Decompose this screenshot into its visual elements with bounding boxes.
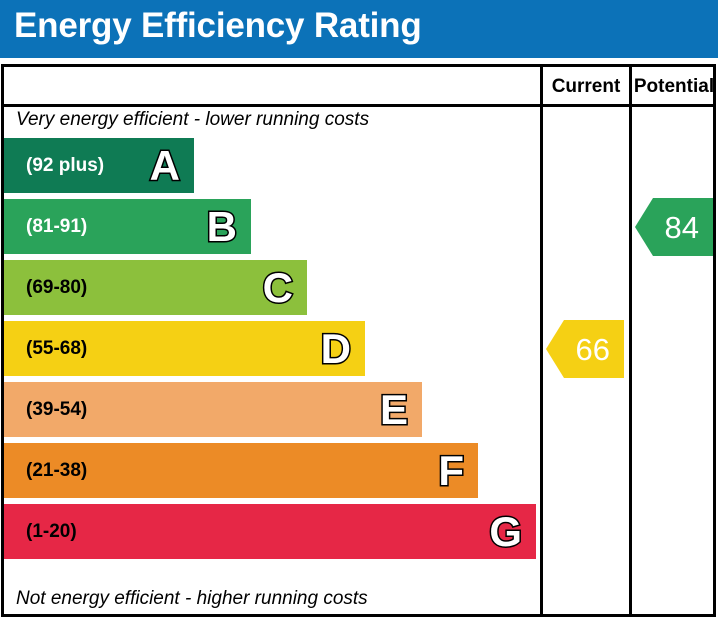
rating-arrow-current: 66	[546, 320, 624, 378]
band-range-b: (81-91)	[26, 216, 88, 237]
band-bar-g: (1-20) G	[4, 504, 536, 559]
band-range-a: (92 plus)	[26, 155, 105, 176]
band-range-c: (69-80)	[26, 277, 88, 298]
rating-value-potential: 84	[664, 209, 699, 245]
band-letter-f: F	[437, 446, 466, 494]
band-letter-c: C	[261, 263, 294, 311]
band-letter-e: E	[378, 385, 409, 433]
band-letter-b: B	[205, 202, 238, 250]
band-range-d: (55-68)	[26, 338, 88, 359]
band-range-g: (1-20)	[26, 521, 77, 542]
header-divider	[1, 104, 716, 107]
page-title: Energy Efficiency Rating	[14, 6, 422, 45]
band-bar-c: (69-80) C	[4, 260, 307, 315]
band-bar-a: (92 plus) A	[4, 138, 194, 193]
band-bar-d: (55-68) D	[4, 321, 365, 376]
column-header-potential: Potential	[633, 76, 715, 97]
column-header-current: Current	[551, 76, 621, 97]
caption-efficient: Very energy efficient - lower running co…	[16, 109, 370, 130]
band-letter-g: G	[488, 507, 524, 555]
band-range-f: (21-38)	[26, 460, 88, 481]
band-bar-f: (21-38) F	[4, 443, 478, 498]
rating-value-current: 66	[575, 331, 610, 367]
band-letter-a: A	[148, 141, 181, 189]
caption-inefficient: Not energy efficient - higher running co…	[16, 588, 368, 609]
band-range-e: (39-54)	[26, 399, 88, 420]
column-divider-potential	[629, 64, 632, 617]
band-bar-e: (39-54) E	[4, 382, 422, 437]
table-frame	[1, 64, 716, 617]
rating-arrow-potential: 84	[635, 198, 713, 256]
band-letter-d: D	[319, 324, 352, 372]
column-divider-current	[540, 64, 543, 617]
title-bar: Energy Efficiency Rating	[0, 0, 718, 58]
band-bar-b: (81-91) B	[4, 199, 251, 254]
